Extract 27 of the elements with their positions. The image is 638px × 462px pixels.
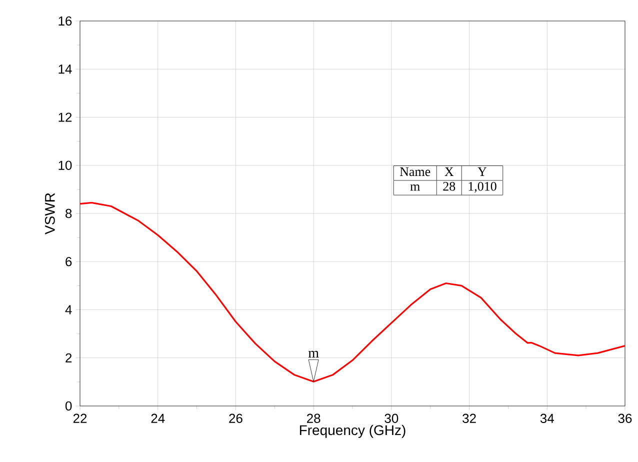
- annotation: m: [410, 184, 420, 191]
- y-tick-label: 14: [58, 64, 72, 74]
- x-tick-label: 30: [384, 414, 398, 423]
- y-tick-label: 8: [66, 208, 72, 218]
- annotation: X: [444, 167, 454, 176]
- annotation: Y: [478, 167, 487, 176]
- y-tick-label: 10: [58, 160, 72, 170]
- x-tick-label: 22: [73, 414, 87, 423]
- annotation: 28: [443, 182, 456, 191]
- x-tick-label: 34: [540, 414, 554, 423]
- y-tick-label: 0: [65, 401, 72, 411]
- x-tick-label: 26: [229, 414, 242, 423]
- x-tick-label: 32: [462, 414, 476, 423]
- annotation: Name: [400, 167, 430, 176]
- y-tick-label: 4: [65, 305, 72, 314]
- x-tick-label: 36: [618, 414, 632, 423]
- annotation: 1,010: [468, 182, 496, 193]
- x-tick-label: 28: [307, 414, 320, 423]
- line-series: [80, 202, 625, 382]
- y-tick-label: 2: [66, 353, 72, 362]
- x-tick-label: 24: [151, 414, 165, 423]
- x-axis-title: Frequency (GHz): [300, 424, 406, 438]
- y-tick-label: 6: [66, 257, 72, 266]
- y-axis-title: VSWR: [44, 193, 55, 234]
- y-tick-label: 12: [58, 112, 72, 122]
- y-tick-label: 16: [58, 16, 72, 26]
- annotation: m: [308, 350, 319, 358]
